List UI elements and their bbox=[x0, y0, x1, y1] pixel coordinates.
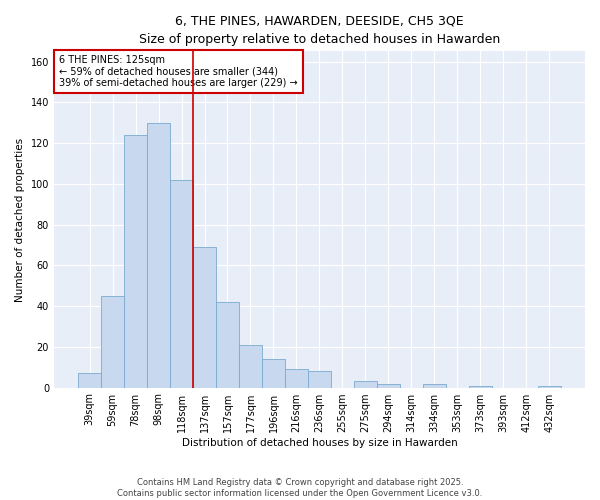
Title: 6, THE PINES, HAWARDEN, DEESIDE, CH5 3QE
Size of property relative to detached h: 6, THE PINES, HAWARDEN, DEESIDE, CH5 3QE… bbox=[139, 15, 500, 46]
Bar bbox=[170, 180, 193, 388]
Bar bbox=[469, 386, 492, 388]
Bar bbox=[354, 382, 377, 388]
Bar bbox=[101, 296, 124, 388]
Bar bbox=[124, 135, 147, 388]
Bar bbox=[78, 374, 101, 388]
Bar bbox=[216, 302, 239, 388]
Bar bbox=[262, 359, 285, 388]
Bar bbox=[538, 386, 561, 388]
Bar bbox=[239, 345, 262, 388]
Bar bbox=[193, 247, 216, 388]
Text: 6 THE PINES: 125sqm
← 59% of detached houses are smaller (344)
39% of semi-detac: 6 THE PINES: 125sqm ← 59% of detached ho… bbox=[59, 54, 298, 88]
Bar bbox=[423, 384, 446, 388]
Text: Contains HM Land Registry data © Crown copyright and database right 2025.
Contai: Contains HM Land Registry data © Crown c… bbox=[118, 478, 482, 498]
Bar bbox=[147, 122, 170, 388]
Bar bbox=[308, 372, 331, 388]
Y-axis label: Number of detached properties: Number of detached properties bbox=[15, 138, 25, 302]
Bar bbox=[377, 384, 400, 388]
Bar bbox=[285, 369, 308, 388]
X-axis label: Distribution of detached houses by size in Hawarden: Distribution of detached houses by size … bbox=[182, 438, 457, 448]
